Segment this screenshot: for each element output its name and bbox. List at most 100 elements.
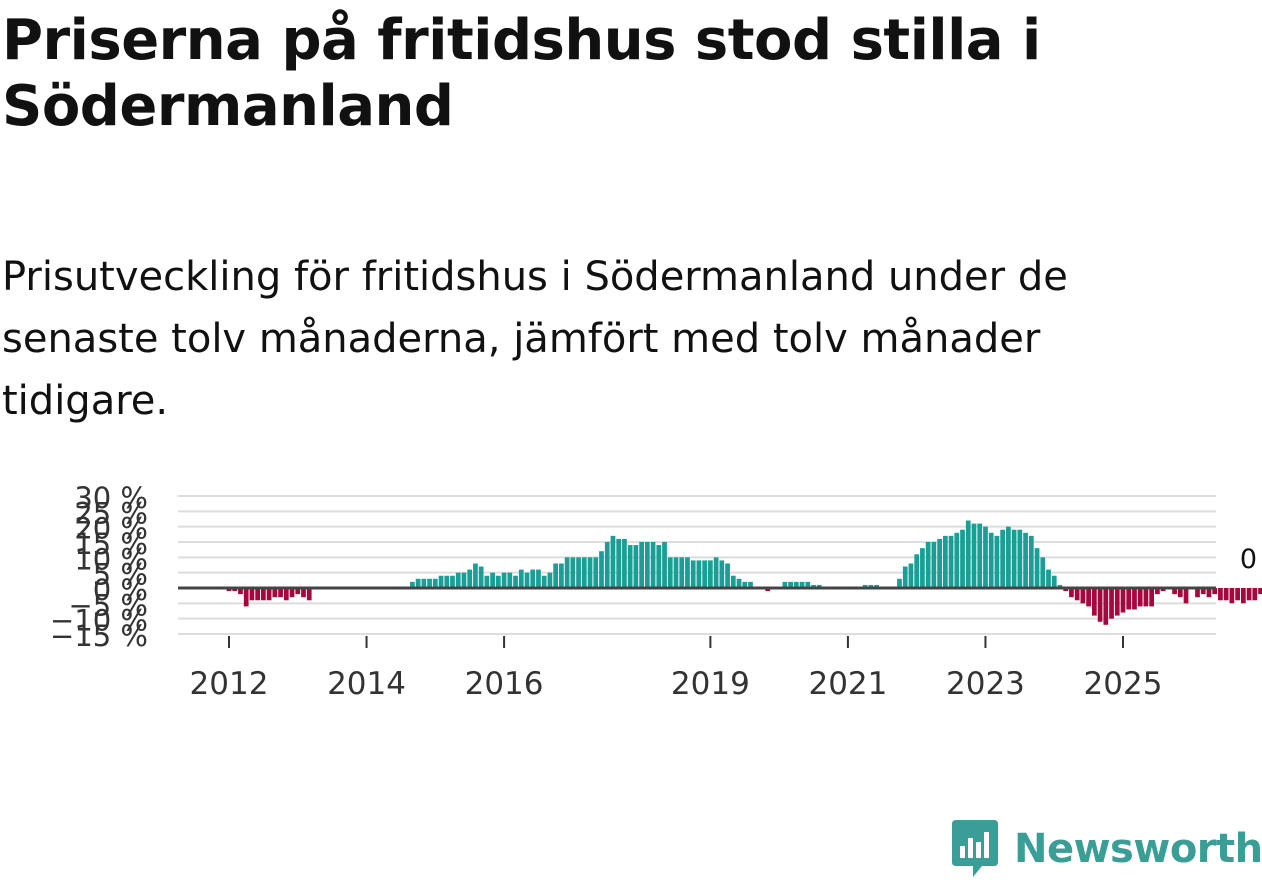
bar: [226, 588, 232, 592]
bar: [301, 588, 306, 598]
newsworthy-logo[interactable]: Newsworthy: [950, 818, 1262, 880]
bar: [713, 557, 719, 588]
bar-series: [178, 520, 1262, 625]
bar: [782, 581, 788, 588]
bar: [427, 578, 432, 588]
bar: [289, 588, 295, 598]
bar: [547, 572, 553, 588]
bar: [559, 563, 564, 588]
bar: [1206, 588, 1212, 598]
bar: [696, 560, 702, 588]
bar: [249, 588, 255, 601]
bar: [1109, 588, 1114, 619]
bar: [914, 554, 920, 588]
bar: [1080, 588, 1086, 604]
bar: [415, 578, 421, 588]
bar: [1258, 588, 1262, 595]
y-tick-label: 25 %: [74, 496, 148, 530]
bar: [656, 545, 662, 588]
bar: [410, 581, 415, 588]
newsworthy-logo-icon: [952, 820, 998, 877]
x-tick-label: 2019: [671, 666, 750, 700]
y-tick-label: 20 %: [74, 512, 148, 546]
bar: [1160, 588, 1166, 592]
bar: [667, 557, 673, 588]
bar: [1057, 584, 1063, 588]
bar: [295, 588, 301, 595]
x-tick-label: 2023: [946, 666, 1025, 700]
bar: [1240, 588, 1246, 604]
bar: [1011, 529, 1017, 588]
bar: [874, 584, 879, 588]
bar: [748, 581, 753, 588]
bar: [530, 569, 536, 588]
bar: [937, 538, 942, 588]
y-tick-label: 15 %: [74, 527, 148, 561]
bar: [639, 542, 644, 588]
bar: [1040, 557, 1046, 588]
bar: [1034, 548, 1040, 588]
bar: [495, 575, 501, 588]
bar: [685, 557, 690, 588]
bar: [478, 566, 484, 588]
latest-value-label: 0 %: [1240, 544, 1262, 575]
y-tick-label: 5 %: [93, 558, 148, 592]
bar: [576, 557, 581, 588]
y-tick-label: −10 %: [50, 604, 148, 638]
bar: [501, 572, 507, 588]
x-tick-label: 2025: [1084, 666, 1163, 700]
bar: [553, 563, 559, 588]
bar: [490, 572, 495, 588]
bar: [283, 588, 289, 601]
bar: [1023, 532, 1028, 588]
bar: [455, 572, 461, 588]
bar: [536, 569, 541, 588]
bar: [461, 572, 467, 588]
bar: [627, 545, 633, 588]
bar: [725, 563, 730, 588]
bar: [1074, 588, 1080, 601]
bar: [702, 560, 708, 588]
bar: [971, 523, 977, 588]
annotation-layer: 0 %: [1237, 541, 1262, 578]
y-tick-label: 10 %: [74, 542, 148, 576]
bar: [587, 557, 593, 588]
bar: [742, 581, 748, 588]
bar: [541, 575, 547, 588]
bar: [524, 572, 530, 588]
x-tick-label: 2021: [808, 666, 887, 700]
bar: [799, 581, 805, 588]
y-axis: 30 %25 %20 %15 %10 %5 %0 %−5 %−10 %−15 %: [50, 481, 148, 653]
bar: [1006, 526, 1011, 588]
bar: [1017, 529, 1023, 588]
bar: [994, 535, 1000, 588]
x-tick-label: 2014: [327, 666, 406, 700]
y-tick-label: 30 %: [74, 481, 148, 515]
bar: [507, 572, 513, 588]
bar: [610, 535, 616, 588]
bar: [1086, 588, 1091, 607]
bar: [633, 545, 639, 588]
y-tick-label: −15 %: [50, 619, 148, 653]
bar: [1149, 588, 1155, 607]
bar: [1091, 588, 1097, 616]
bar: [954, 532, 960, 588]
bar: [920, 548, 925, 588]
bar: [255, 588, 261, 601]
bar: [788, 581, 793, 588]
y-tick-label: −5 %: [68, 588, 148, 622]
bar: [444, 575, 450, 588]
bar: [730, 575, 736, 588]
bar: [1177, 588, 1183, 598]
bar: [1046, 569, 1051, 588]
bar: [1063, 588, 1069, 592]
bar: [467, 569, 473, 588]
bar: [988, 532, 994, 588]
bar: [1051, 575, 1057, 588]
bar: [1235, 588, 1240, 601]
bar: [965, 520, 971, 588]
bar: [306, 588, 312, 601]
bar: [450, 575, 455, 588]
bar: [948, 535, 954, 588]
bar: [650, 542, 656, 588]
